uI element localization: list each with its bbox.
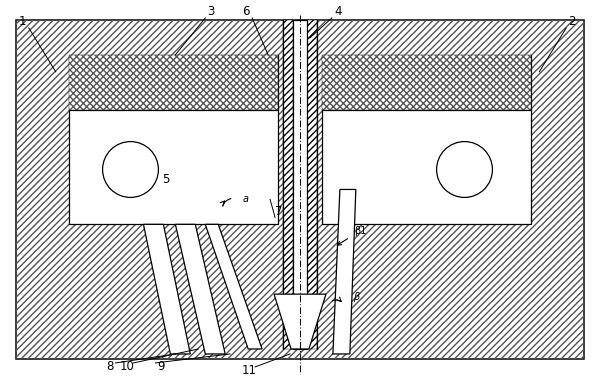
Text: 3: 3: [208, 5, 215, 19]
Text: 4: 4: [334, 5, 341, 19]
Text: 10: 10: [120, 360, 135, 373]
Polygon shape: [68, 55, 278, 224]
Polygon shape: [175, 224, 225, 354]
Polygon shape: [307, 20, 317, 349]
Text: 5: 5: [162, 173, 169, 186]
Polygon shape: [333, 190, 356, 354]
Text: 2: 2: [568, 16, 576, 28]
Text: β: β: [353, 292, 359, 302]
Text: a: a: [242, 194, 248, 204]
Polygon shape: [143, 224, 190, 354]
Text: 11: 11: [242, 365, 257, 377]
Text: 9: 9: [158, 360, 165, 373]
Polygon shape: [68, 55, 278, 110]
Polygon shape: [16, 20, 584, 359]
Polygon shape: [322, 55, 532, 224]
Text: 1: 1: [19, 16, 26, 28]
Text: 7: 7: [275, 205, 283, 218]
Polygon shape: [283, 20, 293, 349]
Text: 6: 6: [242, 5, 250, 19]
Polygon shape: [274, 294, 326, 349]
Polygon shape: [293, 20, 307, 349]
Text: 8: 8: [106, 360, 113, 373]
Polygon shape: [205, 224, 262, 349]
Text: β1: β1: [353, 226, 366, 236]
Polygon shape: [322, 55, 532, 110]
